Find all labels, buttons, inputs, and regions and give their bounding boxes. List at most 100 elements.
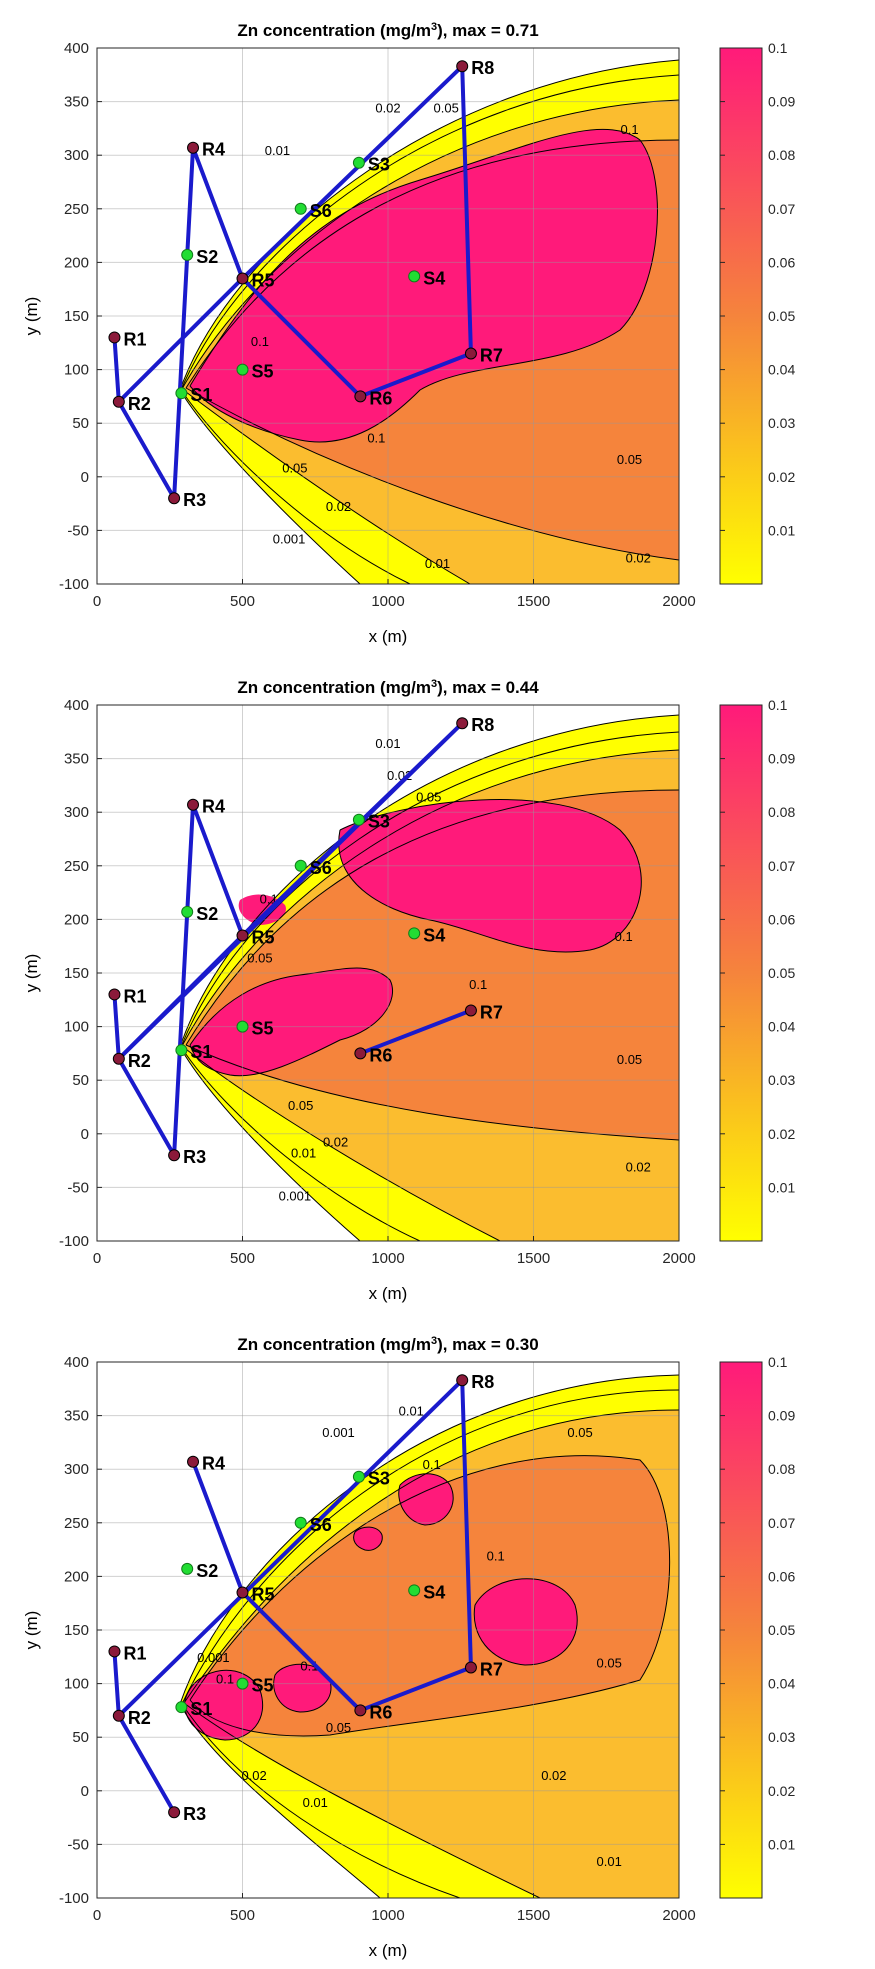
panel-2-route-line [112,721,465,1158]
panel-3-receptor-label-R1: R1 [123,1643,146,1663]
panel-1-ytick-label--50: -50 [67,522,89,539]
panel-3-cbar-tick-label-0.08: 0.08 [768,1461,795,1477]
panel-1-xtick-label-1500: 1500 [517,593,550,610]
panel-2-ytick-label--100: -100 [59,1233,89,1250]
panel-1-receptor-label-R6: R6 [369,388,392,408]
panel-2-xtick-label-2000: 2000 [662,1250,695,1267]
panel-1-ytick-label-350: 350 [64,94,89,111]
panel-3-contour-fill-1d [273,1664,331,1712]
panel-1-title: Zn concentration (mg/m3), max = 0.71 [237,21,538,40]
panel-2-ylabel: y (m) [22,954,41,993]
panel-2-markers: S1 S2 S3 S4 S5 S6 R1 R2 R3 R4 R5 R6 R7 R8 [108,715,503,1167]
panel-1-receptor-label-R7: R7 [480,346,503,366]
panel-3-cbar-tick-label-0.02: 0.02 [768,1783,795,1799]
panel-2-receptor-marker-R8 [456,717,469,730]
panel-1-cbar-tick-label-0.04: 0.04 [768,362,795,378]
panel-2-receptor-marker-R1 [108,988,121,1001]
panel-3-source-label-S6: S6 [310,1515,332,1535]
panel-1: Zn concentration (mg/m3), max = 0.71 0.1… [22,21,795,646]
panel-3-ytick-label-300: 300 [64,1461,89,1478]
panel-2-ytick-label-0: 0 [81,1126,89,1143]
panel-3-contour-labels: 0.0010.010.050.10.10.10.10.0010.050.020.… [197,1404,622,1869]
panel-3-receptor-marker-R1 [108,1645,121,1658]
panel-2-ytick-label-150: 150 [64,965,89,982]
panel-2-axes-ticks: 0 500 1000 1500 2000 -100 -50 0 50 100 150 200 250 30… [59,697,696,1267]
panel-1-contour-line-001 [179,59,679,584]
panel-3-ytick-label-50: 50 [72,1729,89,1746]
panel-3-cbar-tick-label-0.1: 0.1 [768,1354,788,1370]
panel-2-receptor-label-R6: R6 [369,1045,392,1065]
panel-1-receptor-label-R5: R5 [252,270,275,290]
panel-1-xtick-label-500: 500 [230,593,255,610]
panel-3-ytick-label-250: 250 [64,1515,89,1532]
panel-1-source-label-S5: S5 [252,362,274,382]
panel-1-contour-label-3: 0.05 [434,100,459,115]
panel-1-receptor-marker-R3 [168,492,181,505]
panel-1-source-marker-S1 [175,387,188,400]
panel-3-contour-line-02 [183,1409,679,1898]
panel-2-contour-line-1a [338,799,642,953]
panel-3-cbar-tick-label-0.07: 0.07 [768,1515,795,1531]
panel-3-xlabel: x (m) [369,1941,408,1960]
panel-1-ytick-label-150: 150 [64,308,89,325]
panel-3-contour-label-12: 0.05 [597,1656,622,1671]
panel-2-ytick-label-100: 100 [64,1019,89,1036]
panel-3-receptor-label-R6: R6 [369,1702,392,1722]
panel-1-receptor-marker-R1 [108,331,121,344]
panel-3-ytick-label-200: 200 [64,1568,89,1585]
panel-3-source-label-S1: S1 [190,1699,212,1719]
panel-1-contour-label-8: 0.001 [273,531,306,546]
panel-3-receptor-marker-R7 [464,1661,477,1674]
panel-3-plot-area: 0.0010.010.050.10.10.10.10.0010.050.020.… [97,1362,679,1898]
panel-2-receptor-marker-R6 [354,1047,367,1060]
panel-2-contour-labels: 0.01 0.02 0.05 0.1 0.05 0.1 0.1 0.05 0.05 0.02 0.0… [247,736,651,1203]
panel-2-ytick-label-50: 50 [72,1072,89,1089]
panel-1-contour-label-7: 0.02 [326,499,351,514]
panel-1-contour-label-9: 0.01 [425,556,450,571]
panel-3-ytick-label-150: 150 [64,1622,89,1639]
panel-3-receptor-marker-R4 [187,1455,200,1468]
panel-1-ytick-label-300: 300 [64,147,89,164]
panel-1-ytick-label-50: 50 [72,415,89,432]
panel-3-colorbar-ticks: 0.01 0.02 0.03 0.04 0.05 0.06 0.07 0.08 0.09 0.1 [720,1354,795,1852]
panel-3-markers: S1 S2 S3 S4 S5 S6 R1 R2 R3 R4 R5 R6 R7 R8 [108,1372,503,1824]
panel-1-ytick-label-100: 100 [64,362,89,379]
panel-3-route-segment-0 [116,1378,473,1718]
panel-2-cbar-tick-label-0.06: 0.06 [768,911,795,927]
panel-3-receptor-marker-R5 [236,1586,249,1599]
panel-1-ylabel: y (m) [22,297,41,336]
panel-3-receptor-label-R2: R2 [128,1708,151,1728]
panel-1-contour-label-5: 0.1 [367,430,385,445]
panel-1-contour-label-6: 0.05 [282,461,307,476]
panel-2-contour-label-12: 0.02 [626,1159,651,1174]
panel-1-route [112,64,473,501]
panel-2-source-label-S3: S3 [368,812,390,832]
panel-1-receptor-label-R3: R3 [183,490,206,510]
panel-3-contour-line-01 [181,1389,679,1898]
panel-3-cbar-tick-label-0.04: 0.04 [768,1676,795,1692]
panel-1-cbar-tick-label-0.1: 0.1 [768,40,788,56]
panel-1-colorbar-ticks: 0.01 0.02 0.03 0.04 0.05 0.06 0.07 0.08 0.09 0.1 [720,40,795,538]
panel-3-grid [97,1362,679,1898]
panel-3-ytick-label-0: 0 [81,1783,89,1800]
panel-3-receptor-label-R5: R5 [252,1584,275,1604]
panel-1-contour-labels: 0.1 0.01 0.02 0.05 0.1 0.1 0.05 0.02 0.001 0.01 0.… [251,100,651,571]
panel-1-source-marker-S4 [408,270,421,283]
panel-2-receptor-label-R8: R8 [471,715,494,735]
panel-3-xtick-label-1000: 1000 [371,1907,404,1924]
panel-1-xtick-label-0: 0 [93,593,101,610]
panel-1-ytick-label-400: 400 [64,40,89,57]
panel-2-ytick-label-350: 350 [64,751,89,768]
panel-1-axes-ticks: 0 500 1000 1500 2000 -100 -50 0 50 100 150 200 250 30… [59,40,696,610]
panel-2-xtick-label-500: 500 [230,1250,255,1267]
panel-1-cbar-tick-label-0.07: 0.07 [768,201,795,217]
panel-1-xtick-label-2000: 2000 [662,593,695,610]
panel-2-source-marker-S2 [181,905,194,918]
panel-2-ytick-label--50: -50 [67,1179,89,1196]
panel-3-cbar-tick-label-0.05: 0.05 [768,1622,795,1638]
panel-3-ytick-label--50: -50 [67,1836,89,1853]
panel-2-contour-fill-1b [190,968,393,1076]
panel-3-source-marker-S6 [294,1516,307,1529]
panel-2-cbar-tick-label-0.03: 0.03 [768,1072,795,1088]
